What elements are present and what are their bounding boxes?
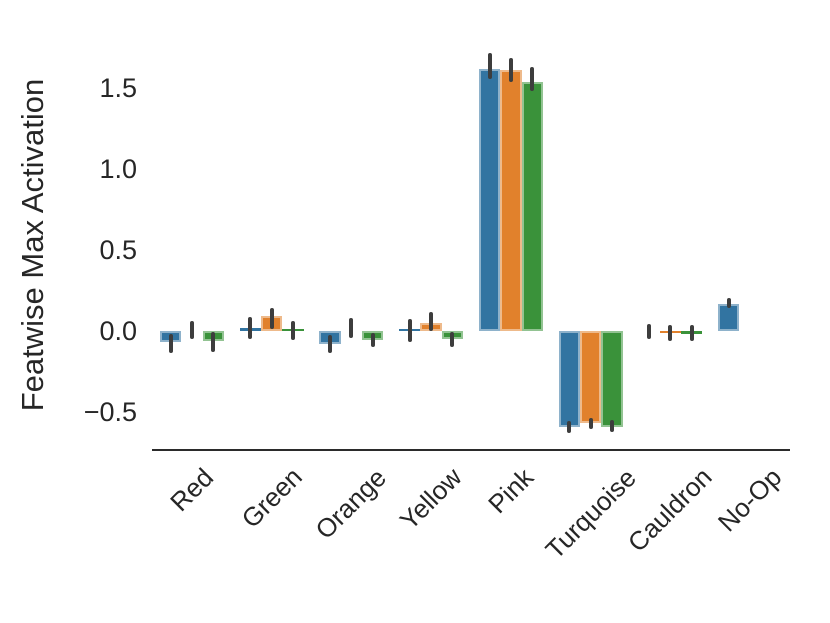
y-tick-label: 1.0 [99, 154, 137, 185]
bar-turquoise-green [601, 331, 623, 427]
error-bar-red-green [211, 331, 216, 353]
x-tick-label-green: Green [235, 461, 308, 535]
error-bar-orange-green [370, 332, 375, 348]
bar-turquoise-blue [558, 331, 580, 427]
error-bar-cauldron-blue [647, 323, 652, 340]
error-bar-no-op-blue [726, 297, 731, 308]
error-bar-green-orange [269, 307, 274, 330]
bar-no-op-blue [718, 303, 740, 332]
error-bar-yellow-green [450, 331, 455, 348]
error-bar-turquoise-orange [588, 418, 593, 429]
bar-pink-green [521, 81, 543, 332]
bar-turquoise-orange [579, 331, 602, 424]
x-tick-label-pink: Pink [482, 462, 540, 520]
bar-pink-orange [500, 70, 522, 332]
error-bar-pink-orange [508, 57, 513, 82]
y-tick-label: 0.0 [99, 316, 137, 347]
x-tick-label-cauldron: Cauldron [622, 462, 718, 558]
error-bar-cauldron-orange [668, 324, 673, 341]
error-bar-green-green [290, 320, 295, 340]
x-tick-label-turquoise: Turquoise [539, 462, 642, 565]
error-bar-cauldron-green [689, 325, 694, 341]
error-bar-pink-green [530, 67, 535, 92]
y-tick-label: −0.5 [83, 396, 137, 427]
error-bar-turquoise-blue [567, 420, 572, 433]
error-bar-yellow-orange [429, 312, 434, 332]
x-tick-label-orange: Orange [309, 462, 393, 545]
error-bar-orange-blue [328, 335, 333, 353]
error-bar-yellow-blue [407, 318, 412, 342]
error-bar-turquoise-green [609, 420, 614, 433]
x-tick-label-no-op: No-Op [712, 462, 788, 538]
error-bar-orange-orange [349, 318, 354, 338]
error-bar-pink-blue [487, 52, 492, 79]
error-bar-red-blue [168, 334, 173, 353]
x-tick-label-yellow: Yellow [393, 461, 468, 536]
bar-pink-blue [478, 68, 501, 332]
error-bar-green-blue [248, 317, 253, 340]
error-bar-red-orange [189, 321, 194, 340]
x-tick-label-red: Red [164, 462, 219, 518]
y-axis-label: Featwise Max Activation [15, 78, 50, 412]
y-tick-label: 1.5 [99, 73, 137, 104]
x-axis-line [152, 449, 790, 451]
y-tick-label: 0.5 [99, 235, 137, 266]
